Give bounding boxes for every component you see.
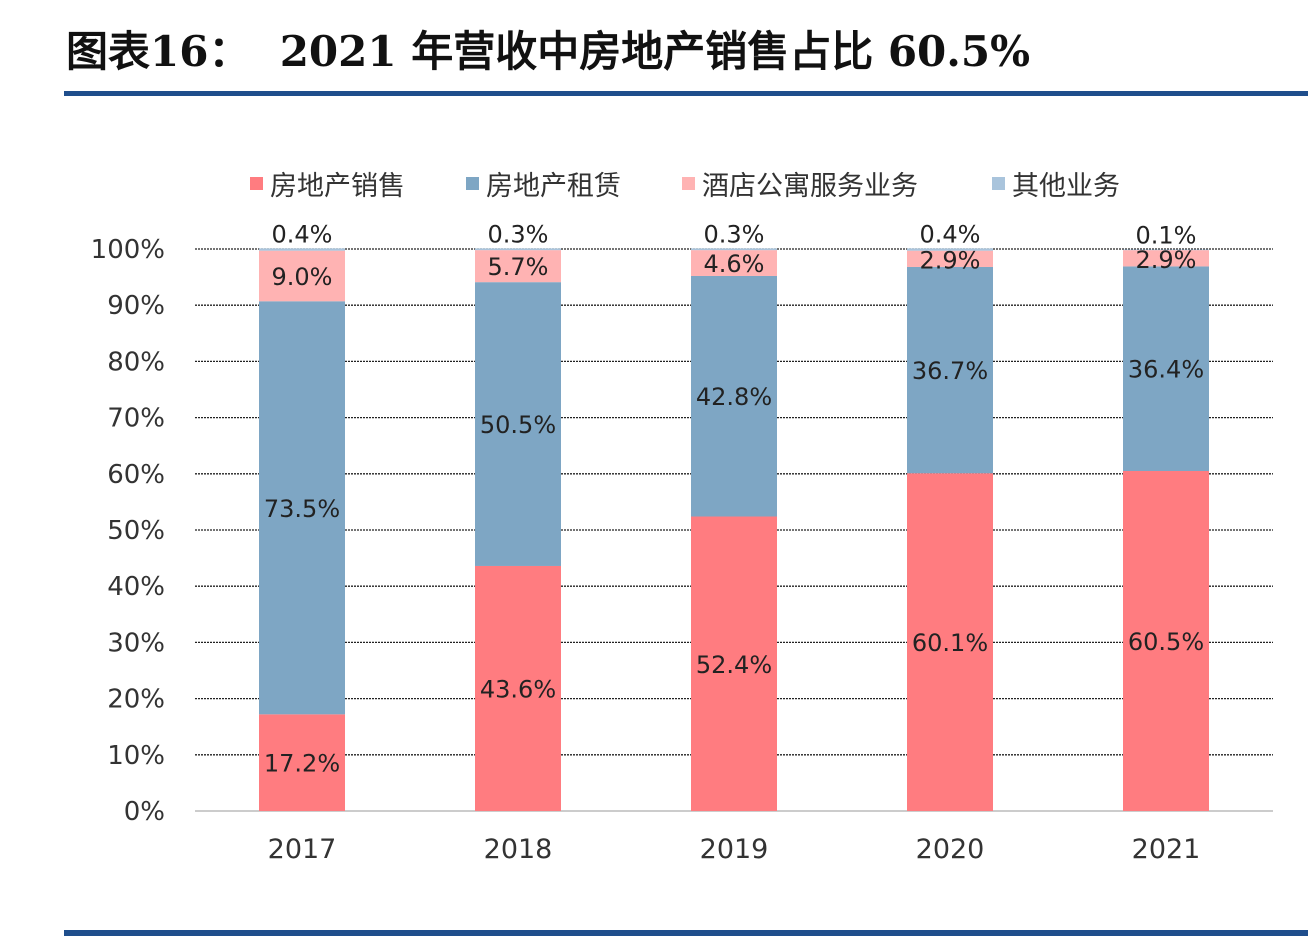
data-label: 5.7% [488, 253, 549, 281]
data-label: 60.1% [912, 629, 988, 657]
bar-segment [475, 282, 561, 566]
bar-segment [907, 473, 993, 811]
y-tick-label: 60% [107, 460, 165, 490]
bar-segment [475, 248, 561, 251]
bar-segment [691, 516, 777, 811]
data-label: 73.5% [264, 495, 340, 523]
legend-label: 其他业务 [1012, 171, 1120, 202]
data-label: 0.1% [1136, 222, 1197, 250]
data-label: 43.6% [480, 675, 556, 703]
y-tick-label: 0% [124, 797, 165, 827]
y-tick-label: 50% [107, 516, 165, 546]
data-label: 9.0% [272, 263, 333, 291]
bar-segment [1123, 249, 1209, 251]
legend-label: 酒店公寓服务业务 [702, 171, 918, 202]
legend-swatch [466, 177, 479, 190]
data-label: 60.5% [1128, 628, 1204, 656]
legend-label: 房地产销售 [270, 171, 405, 202]
bar-segment [691, 248, 777, 251]
y-tick-label: 10% [107, 741, 165, 771]
data-label: 17.2% [264, 750, 340, 778]
x-tick-label: 2018 [484, 834, 553, 865]
data-label: 0.4% [920, 220, 981, 248]
y-tick-label: 80% [107, 347, 165, 377]
bar-segment [907, 266, 993, 474]
x-tick-label: 2019 [700, 834, 769, 865]
data-label: 36.7% [912, 357, 988, 385]
bar-segment [1123, 266, 1209, 471]
legend-label: 房地产租赁 [486, 171, 621, 202]
bar-segment [475, 565, 561, 811]
bar-segment [259, 714, 345, 811]
data-label: 2.9% [920, 247, 981, 275]
y-tick-label: 90% [107, 291, 165, 321]
y-tick-label: 30% [107, 628, 165, 658]
data-label: 0.3% [704, 220, 765, 248]
legend-swatch [682, 177, 695, 190]
bar-segment [259, 250, 345, 302]
bar-segment [907, 248, 993, 251]
y-tick-label: 40% [107, 572, 165, 602]
data-label: 2.9% [1136, 246, 1197, 274]
bar-segment [475, 250, 561, 283]
chart-title: 图表16： 2021 年营收中房地产销售占比 60.5% [66, 27, 1031, 76]
bar-segment [1123, 470, 1209, 811]
x-tick-label: 2017 [268, 834, 337, 865]
data-label: 42.8% [696, 383, 772, 411]
bar-segment [1123, 250, 1209, 267]
data-label: 0.4% [272, 220, 333, 248]
data-label: 50.5% [480, 411, 556, 439]
data-label: 4.6% [704, 250, 765, 278]
legend-swatch [250, 177, 263, 190]
data-label: 0.3% [488, 220, 549, 248]
y-tick-label: 20% [107, 685, 165, 715]
bar-segment [259, 248, 345, 251]
legend-swatch [992, 177, 1005, 190]
bottom-rule [64, 930, 1308, 936]
bar-segment [907, 250, 993, 267]
bar-segment [691, 250, 777, 276]
x-tick-label: 2020 [916, 834, 985, 865]
bar-segment [259, 301, 345, 715]
y-tick-label: 70% [107, 404, 165, 434]
data-label: 52.4% [696, 651, 772, 679]
y-tick-label: 100% [91, 235, 165, 265]
data-label: 36.4% [1128, 356, 1204, 384]
title-rule [64, 91, 1308, 96]
bar-segment [691, 275, 777, 517]
x-tick-label: 2021 [1132, 834, 1201, 865]
